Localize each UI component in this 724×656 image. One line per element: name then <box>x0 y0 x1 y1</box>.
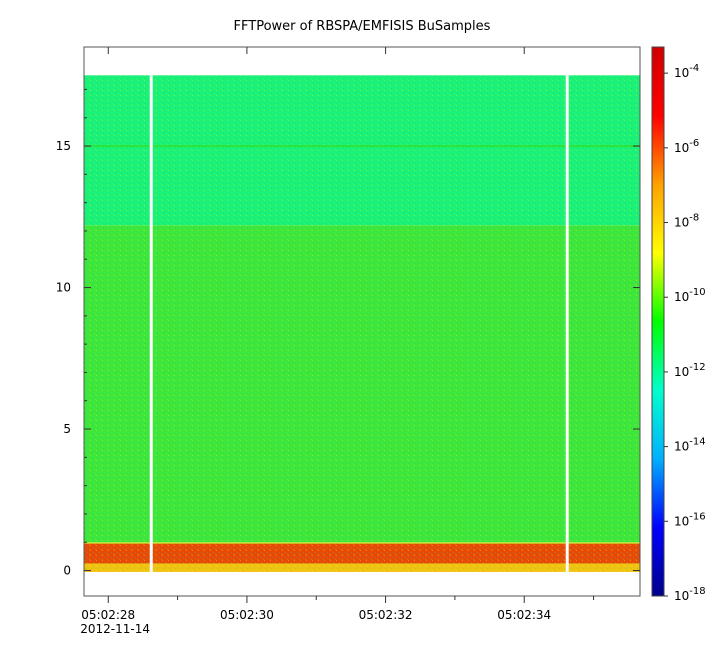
band-texture <box>84 543 640 564</box>
y-tick-label: 5 <box>63 422 71 436</box>
data-gaps <box>149 75 569 572</box>
y-tick-label: 15 <box>56 139 71 153</box>
spectral-line <box>84 145 640 148</box>
data-gap <box>149 75 153 572</box>
colorbar-tick-label: 10-14 <box>674 437 706 454</box>
colorbar-scale <box>651 46 665 597</box>
colorbar-tick-label: 10-4 <box>674 63 699 80</box>
data-gap <box>565 75 569 572</box>
colorbar-tick-label: 10-10 <box>674 287 706 304</box>
band-texture <box>84 75 640 226</box>
colorbar-tick-exponent: -12 <box>689 362 705 373</box>
band-texture <box>84 542 640 544</box>
x-tick-label: 05:02:32 <box>359 608 413 622</box>
colorbar-tick-exponent: -16 <box>689 511 705 522</box>
colorbar-tick-exponent: -18 <box>689 586 705 597</box>
colorbar-tick-label: 10-8 <box>674 213 699 230</box>
x-tick-label: 05:02:30 <box>220 608 274 622</box>
x-tick-label: 05:02:28 <box>81 608 135 622</box>
plot-frame <box>83 46 641 597</box>
y-tick-label: 10 <box>56 281 71 295</box>
colorbar-tick-label: 10-6 <box>674 138 699 155</box>
x-tick-label: 05:02:34 <box>497 608 551 622</box>
colorbar-tick-exponent: -4 <box>689 63 699 74</box>
colorbar-tick-exponent: -14 <box>689 437 705 448</box>
spectrogram-bands <box>84 75 640 572</box>
x-date-label: 2012-11-14 <box>80 622 150 636</box>
colorbar-tick-label: 10-12 <box>674 362 706 379</box>
y-tick-label: 0 <box>63 564 71 578</box>
band-texture <box>84 225 640 543</box>
colorbar: 10-4 10-6 10-8 10-10 10-12 10-14 10-16 10-18 <box>651 46 706 603</box>
colorbar-tick-label: 10-18 <box>674 586 706 603</box>
colorbar-tick-exponent: -8 <box>689 213 699 224</box>
band-texture <box>84 563 640 572</box>
colorbar-tick-label: 10-16 <box>674 511 706 528</box>
colorbar-tick-exponent: -10 <box>689 287 705 298</box>
chart-title: FFTPower of RBSPA/EMFISIS BuSamples <box>234 19 491 34</box>
colorbar-tick-exponent: -6 <box>689 138 699 149</box>
